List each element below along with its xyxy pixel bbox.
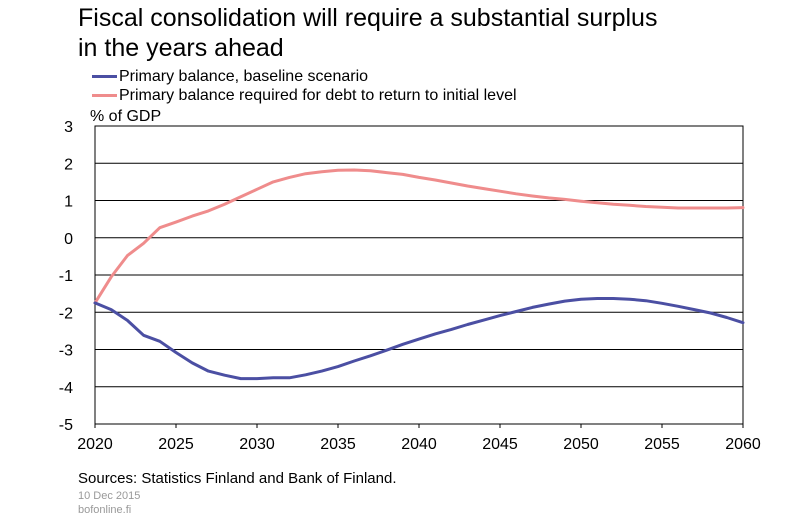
x-tick-label: 2050 (563, 436, 599, 453)
x-tick-label: 2020 (77, 436, 113, 453)
title-line-1: Fiscal consolidation will require a subs… (78, 4, 658, 32)
y-tick-label: -5 (59, 417, 73, 434)
series-line-baseline (93, 297, 745, 381)
legend: Primary balance, baseline scenario Prima… (92, 67, 517, 105)
y-unit-label: % of GDP (90, 108, 162, 125)
y-tick-label: -3 (59, 343, 73, 360)
legend-label-required: Primary balance required for debt to ret… (119, 87, 517, 104)
x-tick-label: 2035 (320, 436, 356, 453)
y-tick-label: -2 (59, 305, 73, 322)
publication-date: 10 Dec 2015 (78, 490, 141, 502)
legend-item-baseline: Primary balance, baseline scenario (92, 67, 517, 86)
legend-item-required: Primary balance required for debt to ret… (92, 86, 517, 105)
series-line-required (93, 168, 745, 305)
y-tick-label: 3 (64, 119, 73, 136)
x-tick-label: 2030 (239, 436, 275, 453)
y-tick-label: 1 (64, 194, 73, 211)
legend-swatch-baseline (92, 75, 117, 78)
legend-swatch-required (92, 94, 117, 97)
x-tick-label: 2060 (725, 436, 761, 453)
x-tick-label: 2045 (482, 436, 518, 453)
legend-label-baseline: Primary balance, baseline scenario (119, 68, 369, 85)
x-tick-label: 2025 (158, 436, 194, 453)
source-note: Sources: Statistics Finland and Bank of … (78, 470, 397, 487)
y-tick-label: -4 (59, 380, 73, 397)
x-tick-label: 2055 (644, 436, 680, 453)
site-name: bofonline.fi (78, 504, 132, 516)
y-tick-label: 0 (64, 231, 73, 248)
title-line-2: in the years ahead (78, 34, 284, 62)
x-tick-label: 2040 (401, 436, 437, 453)
chart-title: Fiscal consolidation will require a subs… (78, 3, 778, 63)
y-tick-label: 2 (64, 156, 73, 173)
y-tick-label: -1 (59, 268, 73, 285)
